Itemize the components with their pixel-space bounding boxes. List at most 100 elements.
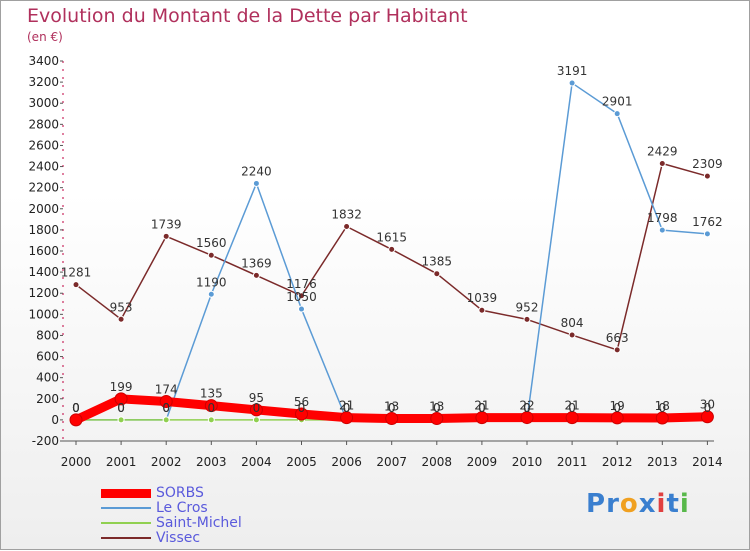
data-label: 0 (207, 401, 215, 415)
data-label: 0 (523, 401, 531, 415)
data-label: 0 (117, 401, 125, 415)
data-point (703, 230, 711, 238)
y-tick-label: 200 (36, 392, 59, 406)
data-label: 1385 (422, 255, 453, 269)
legend-swatch (101, 537, 151, 539)
data-point (568, 331, 576, 339)
data-point (430, 412, 444, 426)
data-label: 0 (704, 401, 712, 415)
data-label: 1176 (286, 277, 317, 291)
data-point (249, 403, 263, 417)
data-label: 0 (523, 401, 531, 415)
data-point (340, 411, 354, 425)
data-point (159, 395, 173, 409)
data-label: 2901 (602, 95, 633, 109)
data-label: 0 (343, 401, 351, 415)
data-label: 1190 (196, 275, 227, 289)
y-tick-label: 3400 (28, 54, 59, 68)
data-label: 0 (253, 401, 261, 415)
data-label: 95 (249, 391, 264, 405)
data-point (433, 270, 441, 278)
data-point (298, 292, 305, 300)
data-label: 0 (72, 401, 80, 415)
data-point (568, 79, 576, 87)
data-point (523, 315, 531, 323)
data-label: 21 (339, 399, 354, 413)
data-label: 0 (613, 401, 621, 415)
data-label: 0 (162, 401, 170, 415)
data-label: 0 (343, 401, 351, 415)
data-label: 2309 (692, 157, 723, 171)
data-point (385, 412, 399, 426)
legend-label: Le Cros (156, 500, 208, 516)
data-label: 22 (519, 399, 534, 413)
y-tick-label: 2200 (28, 181, 59, 195)
data-point (207, 251, 215, 259)
x-tick-label: 2007 (376, 455, 407, 469)
data-label: 30 (700, 398, 715, 412)
data-label: 0 (478, 401, 486, 415)
x-tick-label: 2000 (61, 455, 92, 469)
x-tick-label: 2002 (151, 455, 182, 469)
data-label: 1762 (692, 215, 723, 229)
y-tick-label: 0 (51, 413, 59, 427)
logo-letter: i (656, 489, 667, 519)
data-label: 1798 (647, 211, 678, 225)
data-label: 135 (200, 387, 223, 401)
y-tick-label: 3200 (28, 75, 59, 89)
data-label: 56 (294, 395, 309, 409)
x-tick-label: 2014 (692, 455, 723, 469)
data-label: 3191 (557, 64, 588, 78)
data-label: 0 (72, 401, 80, 415)
data-point (117, 315, 125, 323)
data-label: 0 (162, 401, 170, 415)
data-label: 13 (384, 400, 399, 414)
proxiti-logo: Proxiti (586, 489, 690, 519)
data-point (207, 290, 215, 298)
data-point (252, 271, 260, 279)
legend-swatch (101, 507, 151, 509)
data-point (475, 411, 489, 425)
x-tick-label: 2003 (196, 455, 227, 469)
y-tick-label: 400 (36, 371, 59, 385)
data-point (613, 110, 621, 118)
y-tick-label: 2600 (28, 138, 59, 152)
data-label: 952 (516, 300, 539, 314)
data-point (703, 172, 711, 180)
y-tick-label: 3000 (28, 96, 59, 110)
data-label: 0 (568, 401, 576, 415)
data-point (388, 245, 396, 253)
data-point (72, 281, 80, 289)
data-point (295, 407, 308, 421)
logo-letter: P (586, 489, 607, 519)
logo-letter: o (619, 489, 639, 519)
y-tick-label: 2400 (28, 160, 59, 174)
data-point (565, 411, 579, 425)
data-point (658, 159, 666, 167)
data-point (69, 413, 83, 427)
data-point (252, 179, 260, 187)
y-tick-label: 1200 (28, 286, 59, 300)
x-tick-label: 2005 (286, 455, 317, 469)
x-tick-label: 2009 (467, 455, 498, 469)
data-label: 1832 (331, 208, 362, 222)
x-tick-label: 2008 (422, 455, 453, 469)
x-tick-label: 2006 (331, 455, 362, 469)
x-tick-label: 2013 (647, 455, 678, 469)
data-point (162, 232, 170, 240)
y-tick-label: -200 (32, 434, 59, 448)
logo-letter: i (679, 489, 690, 519)
data-label: 1369 (241, 256, 272, 270)
data-label: 0 (388, 401, 396, 415)
chart-subtitle: (en €) (27, 30, 63, 44)
x-tick-label: 2012 (602, 455, 633, 469)
data-label: 21 (474, 399, 489, 413)
data-label: 2429 (647, 144, 678, 158)
legend-label: Saint-Michel (156, 515, 242, 531)
data-point (343, 223, 351, 231)
y-tick-label: 600 (36, 350, 59, 364)
data-label: 1050 (286, 290, 317, 304)
y-tick-label: 2800 (28, 117, 59, 131)
y-tick-label: 2000 (28, 202, 59, 216)
